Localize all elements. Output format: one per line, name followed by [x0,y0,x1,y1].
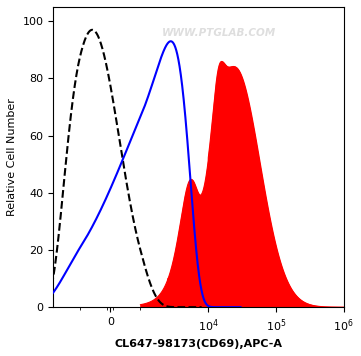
X-axis label: CL647-98173(CD69),APC-A: CL647-98173(CD69),APC-A [114,339,282,349]
Text: WWW.PTGLAB.COM: WWW.PTGLAB.COM [162,28,276,38]
Y-axis label: Relative Cell Number: Relative Cell Number [7,98,17,216]
